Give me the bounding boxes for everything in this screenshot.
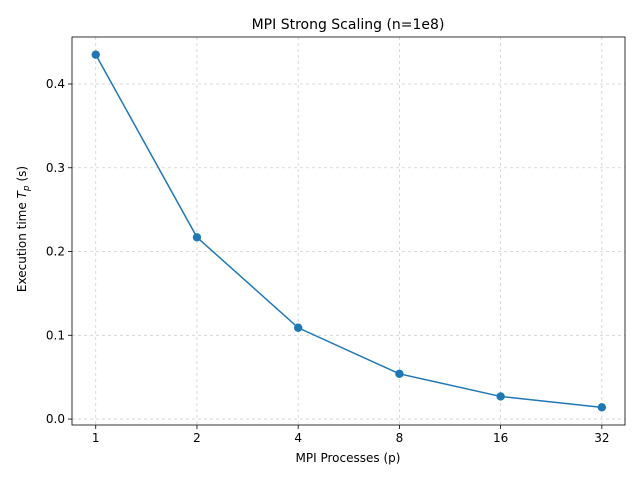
- y-axis-label-prefix: Execution time: [15, 198, 29, 292]
- y-tick-label: 0.1: [46, 328, 65, 342]
- x-tick-label: 2: [193, 431, 201, 445]
- y-tick-label: 0.3: [46, 161, 65, 175]
- x-tick-label: 32: [594, 431, 609, 445]
- data-point: [496, 392, 505, 401]
- y-axis-ticks: 0.0 0.1 0.2 0.3 0.4: [46, 77, 72, 426]
- data-points: [91, 50, 607, 412]
- series-line: [95, 54, 602, 409]
- x-axis-ticks: 1 2 4 8 16 32: [92, 425, 609, 445]
- chart-title: MPI Strong Scaling (n=1e8): [252, 17, 445, 33]
- x-tick-label: 1: [92, 431, 100, 445]
- x-tick-label: 8: [396, 431, 404, 445]
- y-axis-label-symbol: T: [15, 189, 29, 198]
- y-axis-label-suffix: (s): [15, 166, 29, 185]
- y-axis-label: Execution time Tp (s): [15, 166, 32, 292]
- data-point: [293, 323, 303, 332]
- y-tick-label: 0.2: [46, 245, 65, 259]
- y-tick-label: 0.0: [46, 412, 65, 426]
- x-tick-label: 4: [294, 431, 302, 445]
- y-axis-label-subscript: p: [22, 185, 32, 192]
- data-point: [597, 403, 607, 412]
- data-point: [91, 50, 100, 59]
- data-point: [192, 233, 202, 242]
- series-line-group: [95, 54, 602, 409]
- plot-frame: [71, 36, 626, 426]
- x-axis-label: MPI Processes (p): [296, 451, 401, 465]
- y-tick-label: 0.4: [46, 77, 65, 91]
- grid-lines: [72, 37, 625, 425]
- data-point: [395, 369, 404, 379]
- x-tick-label: 16: [493, 431, 508, 445]
